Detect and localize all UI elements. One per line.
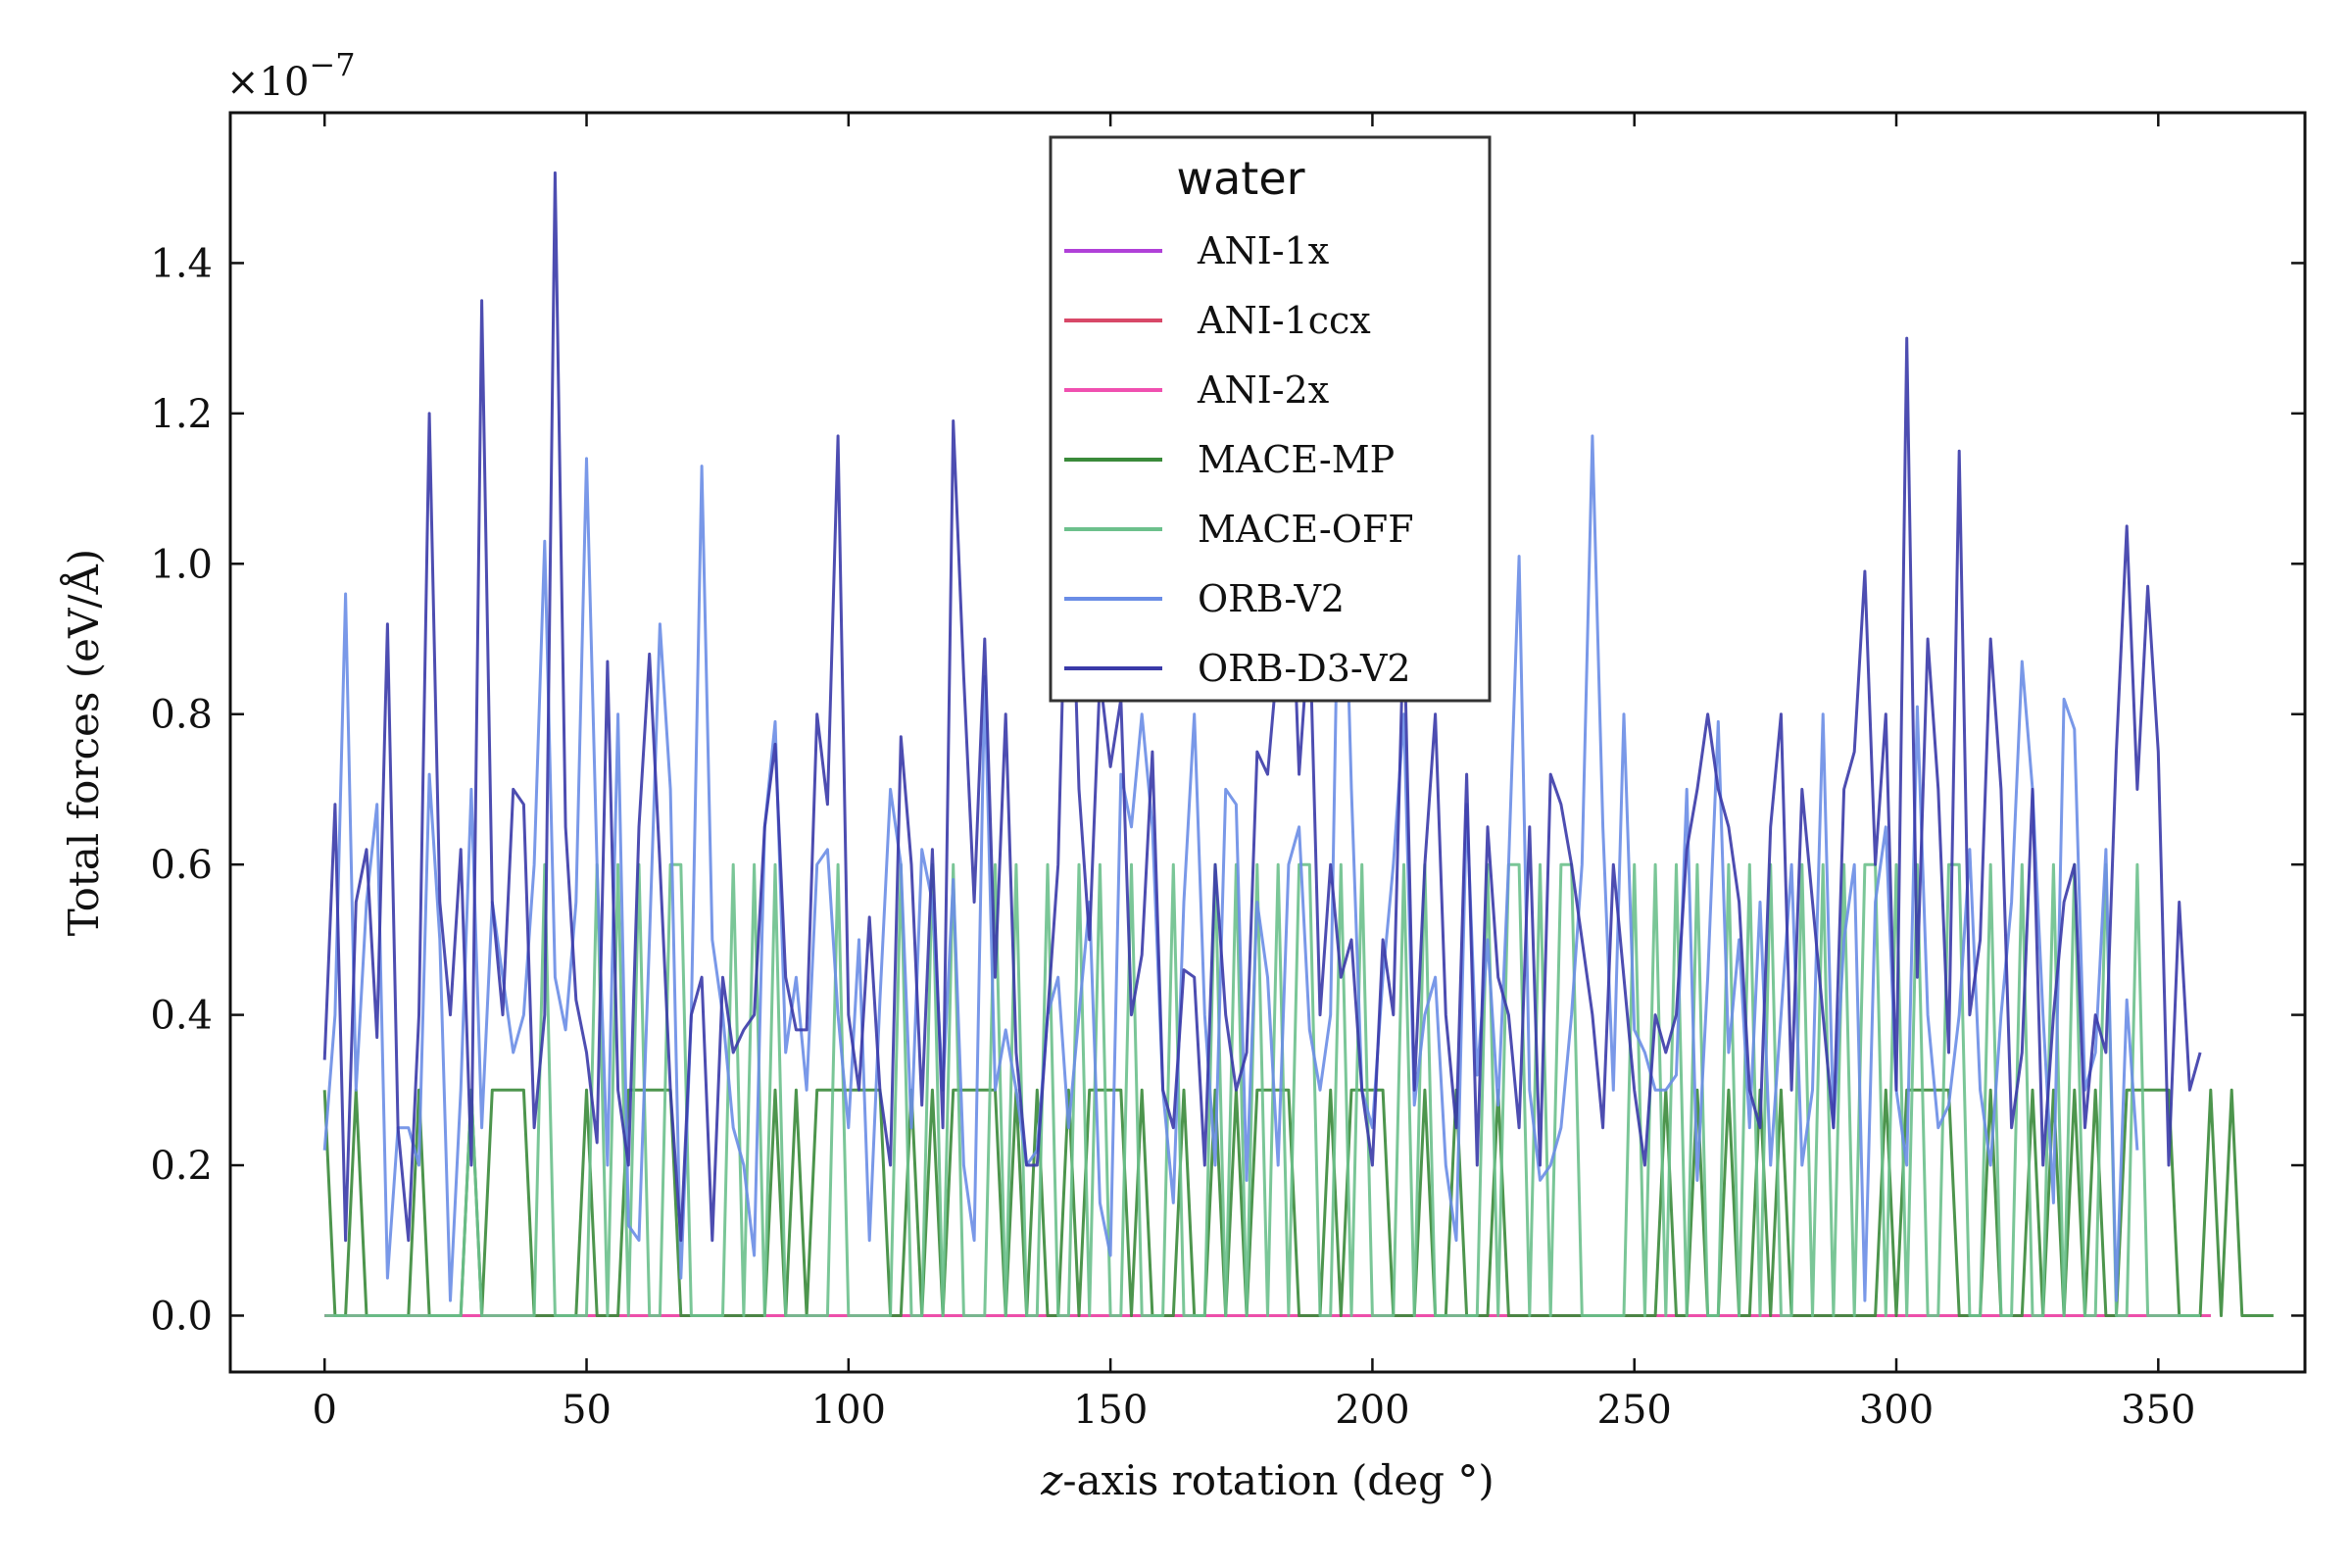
x-tick-label: 100 <box>811 1388 886 1433</box>
y-tick-label: 0.8 <box>150 693 213 738</box>
x-axis-title-italic: z <box>1040 1456 1063 1504</box>
x-tick-label: 350 <box>2121 1388 2195 1433</box>
y-tick-label: 0.6 <box>150 843 213 888</box>
x-tick-label: 200 <box>1335 1388 1409 1433</box>
x-tick-label: 250 <box>1597 1388 1672 1433</box>
legend-label: MACE-MP <box>1198 438 1395 481</box>
legend-label: ANI-1ccx <box>1197 299 1371 342</box>
x-tick-label: 0 <box>313 1388 337 1433</box>
y-axis-multiplier-exponent: −7 <box>309 46 355 83</box>
y-axis-title: Total forces (eV/Å) <box>59 549 108 936</box>
y-tick-label: 1.4 <box>150 241 213 286</box>
y-tick-label: 0.2 <box>150 1144 213 1189</box>
x-tick-label: 50 <box>562 1388 612 1433</box>
legend-label: MACE-OFF <box>1198 508 1414 551</box>
legend-label: ORB-V2 <box>1198 577 1345 620</box>
y-tick-label: 1.2 <box>150 392 213 437</box>
ticks-layer: 0 50 100 150 200 250 300 350 0.0 0.2 0.4 0.6 0.8 1.0 1… <box>150 113 2305 1433</box>
y-axis-multiplier-base: ×10 <box>226 60 309 105</box>
series-line-mace-mp <box>322 1088 2274 1317</box>
series-layer <box>322 171 2274 1317</box>
x-axis-title-rest: -axis rotation (deg °) <box>1062 1456 1494 1504</box>
plot-frame <box>228 111 2307 1374</box>
series-line-mace-off <box>324 862 2201 1317</box>
x-axis-title: z-axis rotation (deg °) <box>1040 1456 1494 1504</box>
series-line-orb-d3-v2 <box>322 171 2202 1243</box>
legend-label: ANI-2x <box>1197 368 1329 412</box>
x-tick-label: 300 <box>1859 1388 1934 1433</box>
y-axis-multiplier: ×10−7 <box>226 46 356 105</box>
legend-label: ORB-D3-V2 <box>1198 647 1411 690</box>
y-tick-label: 0.0 <box>150 1294 213 1339</box>
legend-title: water <box>1176 152 1304 205</box>
legend: water ANI-1x ANI-1ccx ANI-2x MACE-MP MACE-OF… <box>1049 135 1492 703</box>
y-tick-label: 0.4 <box>150 994 213 1039</box>
legend-label: ANI-1x <box>1197 229 1329 272</box>
x-tick-label: 150 <box>1073 1388 1148 1433</box>
legend-box <box>1049 135 1492 703</box>
y-tick-label: 1.0 <box>150 542 213 587</box>
